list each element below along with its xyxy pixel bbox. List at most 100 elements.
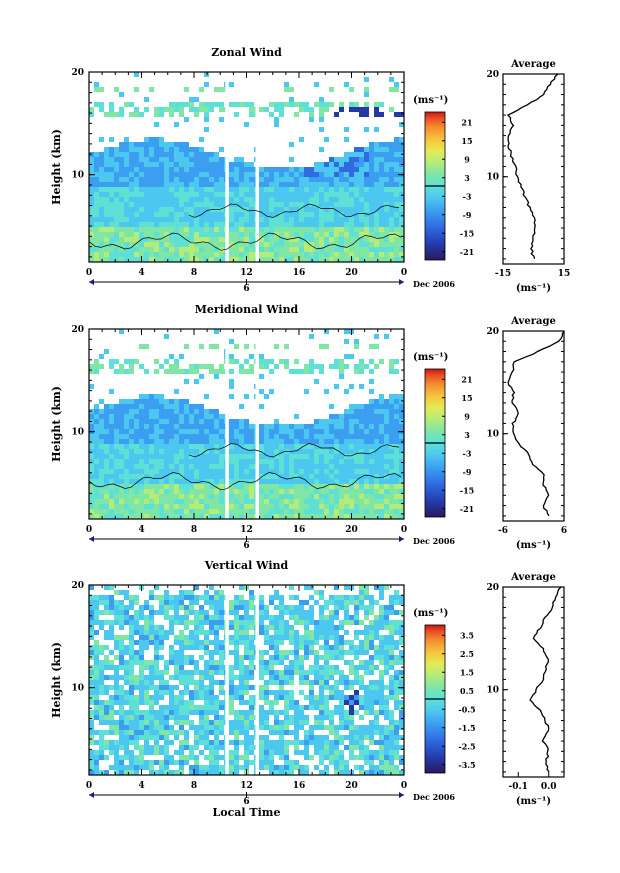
- average-title: Average: [510, 59, 556, 70]
- y-tick-label: 10: [71, 428, 84, 438]
- x-tick-label: 16: [293, 525, 306, 535]
- colorbar-tick-label: 3: [464, 430, 470, 440]
- date-label: Dec 2006: [413, 279, 455, 289]
- colorbar-tick-label: -15: [460, 485, 474, 495]
- x-tick-label: 4: [138, 525, 144, 535]
- y-tick-label: 20: [71, 581, 84, 591]
- x-tick-label: 20: [345, 781, 358, 791]
- x-tick-label: 20: [345, 268, 358, 278]
- x-tick-label: 12: [240, 781, 253, 791]
- average-profile-line: [507, 330, 565, 517]
- data-gap: [255, 329, 259, 519]
- x-tick-label: 4: [138, 781, 144, 791]
- colorbar-tick-label: 21: [461, 374, 472, 384]
- date-label: Dec 2006: [413, 536, 455, 546]
- average-x-label: (ms⁻¹): [516, 283, 551, 294]
- x-tick-label: 8: [191, 525, 197, 535]
- average-frame: [502, 586, 565, 778]
- colorbar-tick-label: -0.5: [458, 704, 475, 714]
- colorbar-tick-label: -21: [460, 247, 474, 257]
- x-tick-label: 0: [86, 781, 92, 791]
- y-axis-label: Height (km): [50, 642, 63, 718]
- colorbar-tick-label: 1.5: [460, 667, 474, 677]
- colorbar-tick-label: -15: [460, 228, 474, 238]
- x-tick-label: 8: [191, 781, 197, 791]
- colorbar-tick-label: -3: [463, 191, 472, 201]
- contour-line: [188, 203, 400, 218]
- day-label: 6: [243, 797, 249, 807]
- average-frame: [502, 330, 565, 522]
- average-title: Average: [510, 572, 556, 583]
- colorbar-tick-label: 9: [464, 154, 470, 164]
- average-x-tick-label: 15: [558, 269, 571, 279]
- y-tick-label: 20: [71, 325, 84, 335]
- colorbar-unit: (ms⁻¹): [413, 95, 448, 106]
- average-y-tick-label: 20: [486, 327, 499, 337]
- y-tick-label: 10: [71, 684, 84, 694]
- contour-line: [89, 472, 402, 491]
- data-gap: [225, 72, 229, 262]
- x-tick-label: 16: [293, 781, 306, 791]
- x-tick-label: 8: [191, 268, 197, 278]
- date-bar-arrow-left: [89, 536, 94, 542]
- average-y-tick-label: 20: [486, 70, 499, 80]
- colorbar-unit: (ms⁻¹): [413, 608, 448, 619]
- colorbar-tick-label: 3: [464, 173, 470, 183]
- x-tick-label: 20: [345, 525, 358, 535]
- colorbar-tick-label: -1.5: [458, 723, 475, 733]
- average-x-label: (ms⁻¹): [516, 540, 551, 551]
- panel-title: Meridional Wind: [195, 303, 299, 316]
- average-y-tick-label: 10: [486, 686, 499, 696]
- colorbar-tick-label: -9: [463, 210, 472, 220]
- date-bar-arrow-right: [399, 792, 404, 798]
- colorbar-tick-label: 15: [461, 136, 472, 146]
- average-title: Average: [510, 316, 556, 327]
- average-y-tick-label: 20: [486, 583, 499, 593]
- average-x-tick-label: 6: [561, 526, 567, 536]
- average-y-tick-label: 10: [486, 173, 499, 183]
- x-tick-label: 0: [86, 525, 92, 535]
- date-bar-arrow-left: [89, 792, 94, 798]
- average-x-tick-label: -0.1: [509, 782, 528, 792]
- colorbar-tick-label: 15: [461, 393, 472, 403]
- day-label: 6: [243, 541, 249, 551]
- y-axis-label: Height (km): [50, 386, 63, 462]
- x-tick-label: 0: [401, 781, 407, 791]
- x-tick-label: 0: [401, 268, 407, 278]
- x-tick-label: 0: [86, 268, 92, 278]
- panel-title: Zonal Wind: [211, 46, 282, 59]
- heatmap-field: [89, 329, 404, 519]
- data-gap: [255, 72, 259, 262]
- date-bar-arrow-right: [399, 279, 404, 285]
- data-gap: [225, 329, 229, 519]
- x-tick-label: 12: [240, 268, 253, 278]
- x-axis-label: Local Time: [213, 806, 281, 819]
- colorbar-tick-label: 9: [464, 411, 470, 421]
- colorbar-tick-label: -9: [463, 467, 472, 477]
- colorbar-tick-label: 0.5: [460, 686, 474, 696]
- x-tick-label: 12: [240, 525, 253, 535]
- colorbar-tick-label: 3.5: [460, 630, 474, 640]
- panel-1: Meridional Wind 0 4 8 12 16 20 0 10 20 Height (km)…: [50, 303, 567, 551]
- x-tick-label: 4: [138, 268, 144, 278]
- heatmap-field: [89, 72, 404, 262]
- average-x-tick-label: 0.0: [541, 782, 557, 792]
- panel-2: Vertical Wind 0 4 8 12 16 20 0 10 20 Height (km) 6 D…: [50, 559, 565, 819]
- heatmap-field: [89, 585, 404, 775]
- contour-line: [188, 443, 400, 458]
- colorbar-tick-label: -2.5: [458, 741, 475, 751]
- y-tick-label: 10: [71, 171, 84, 181]
- x-tick-label: 16: [293, 268, 306, 278]
- panel-title: Vertical Wind: [204, 559, 289, 572]
- average-x-tick-label: -15: [495, 269, 511, 279]
- average-x-label: (ms⁻¹): [516, 796, 551, 807]
- date-bar-arrow-right: [399, 536, 404, 542]
- data-gap: [255, 585, 259, 775]
- colorbar-unit: (ms⁻¹): [413, 352, 448, 363]
- panel-0: Zonal Wind 0 4 8 12 16 20 0 10 20 Height (km) 6 Dec …: [50, 46, 570, 294]
- day-label: 6: [243, 284, 249, 294]
- data-gap: [225, 585, 229, 775]
- x-tick-label: 0: [401, 525, 407, 535]
- y-tick-label: 20: [71, 68, 84, 78]
- average-profile-line: [506, 73, 559, 260]
